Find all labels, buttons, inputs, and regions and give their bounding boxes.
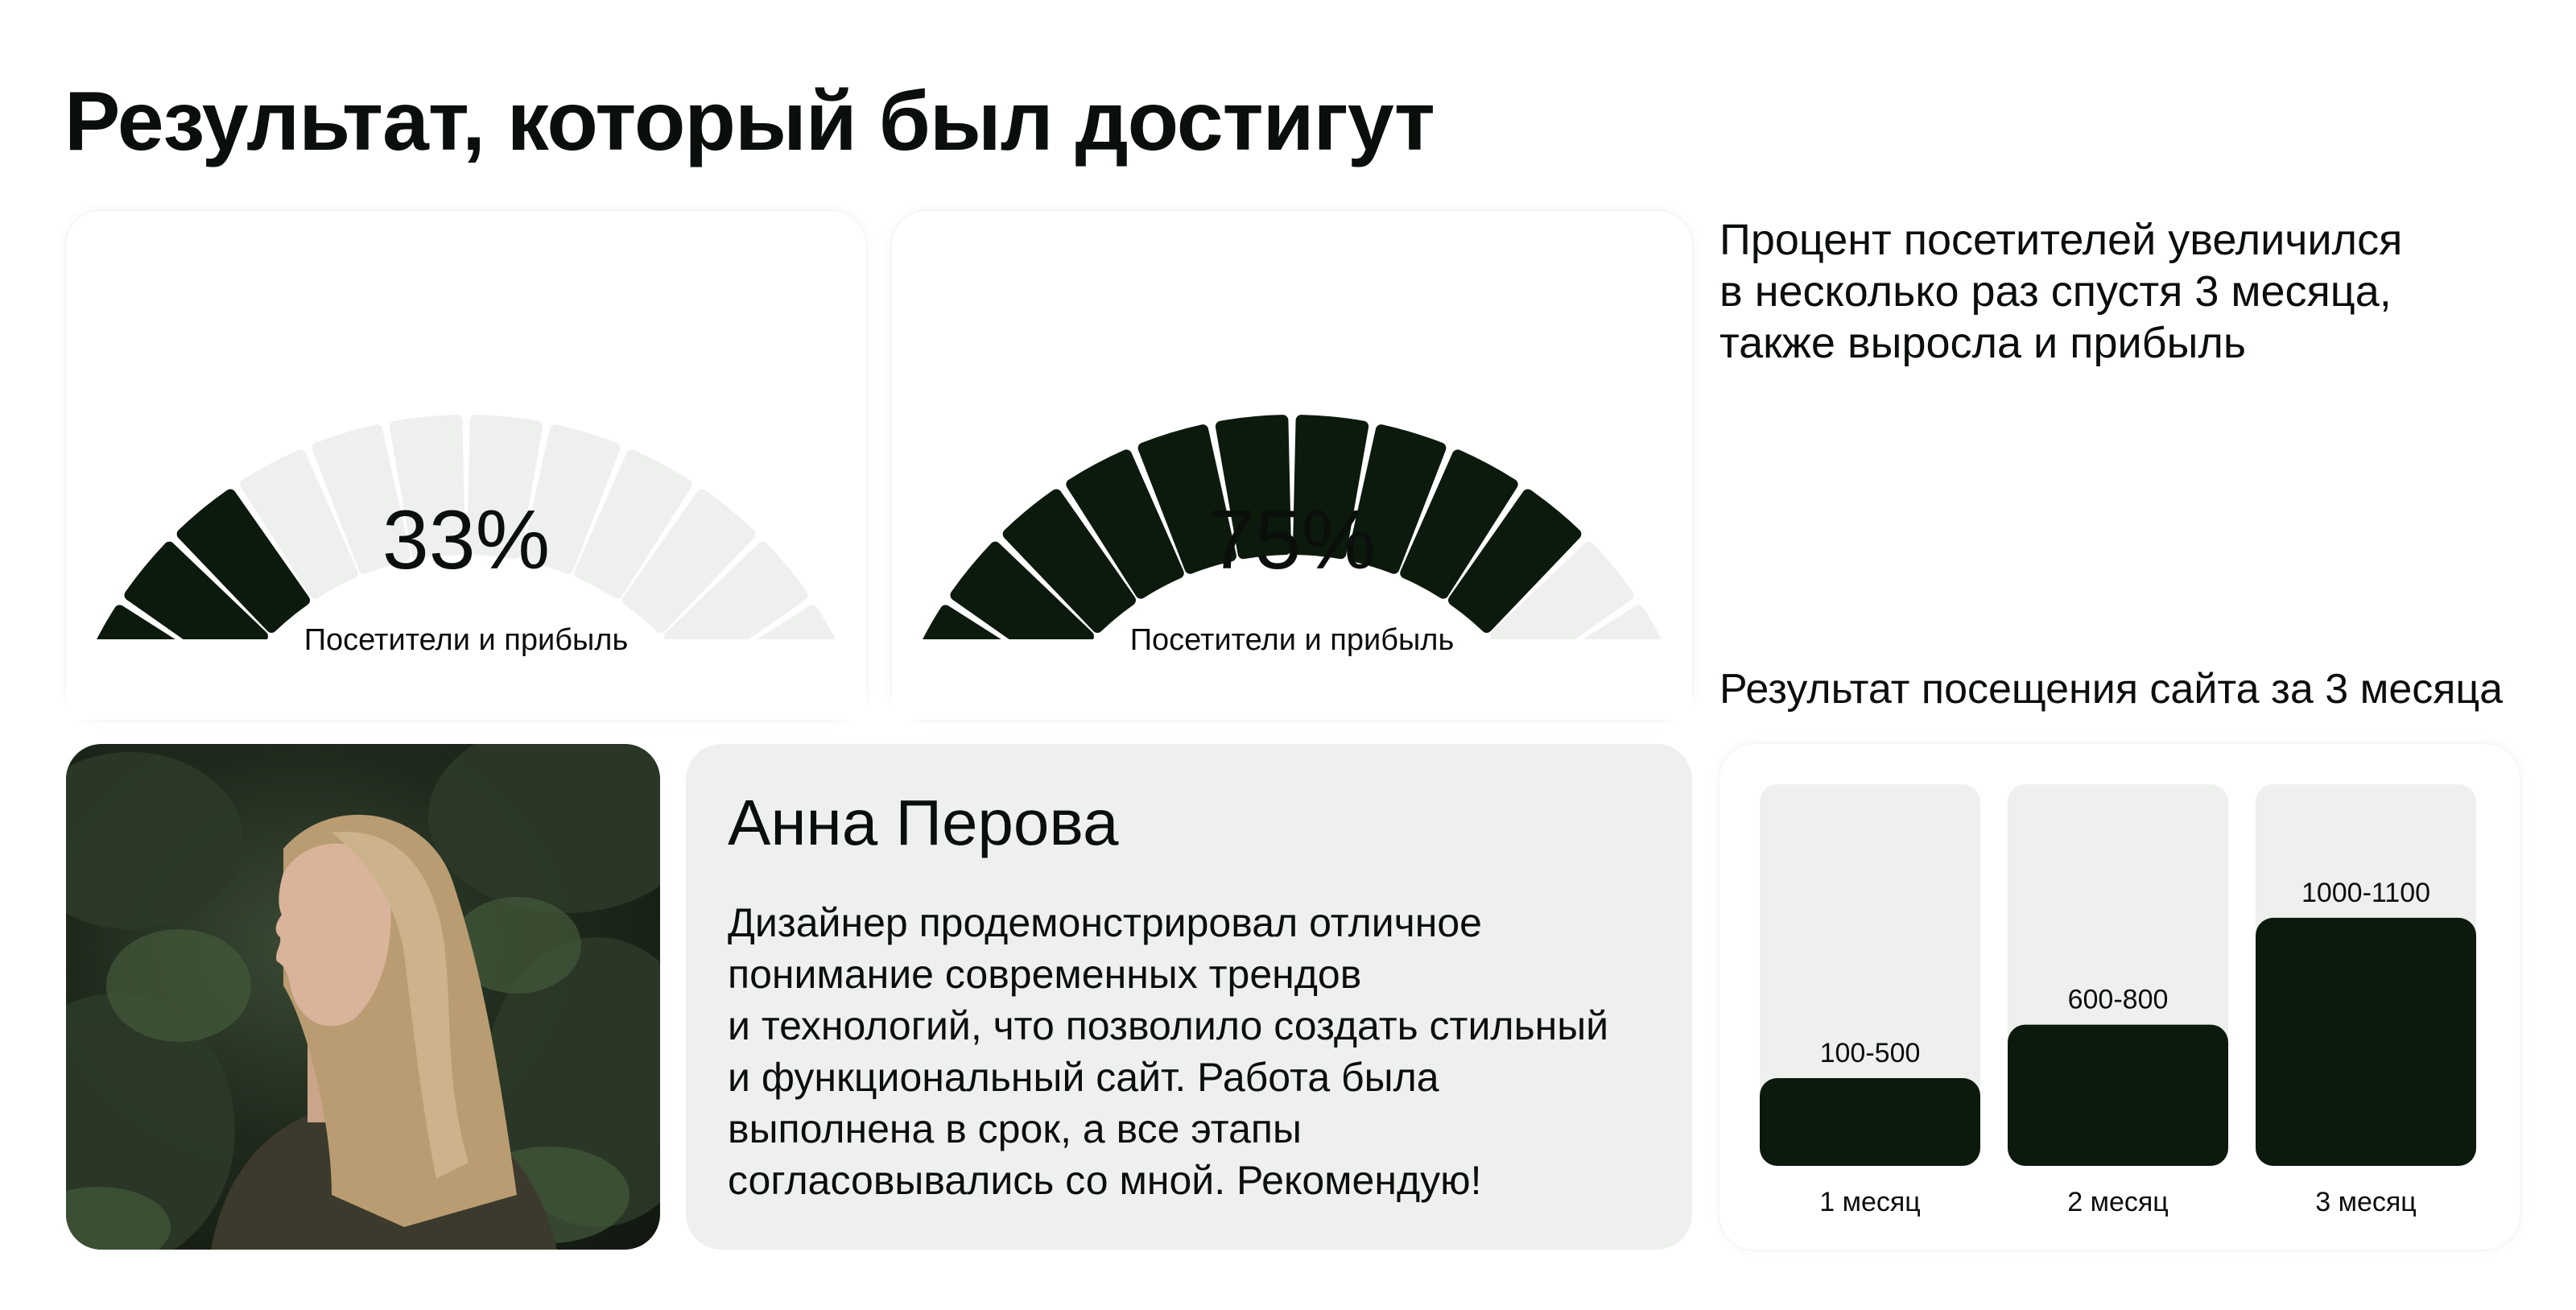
gauge-1-segment-12 [622, 489, 756, 633]
chart-title: Результат посещения сайта за 3 месяца [1719, 666, 2504, 713]
bar-track-1 [1760, 784, 1980, 1166]
gauge-card-2: 75% Посетители и прибыль [892, 211, 1692, 720]
visits-bar-chart-card: 100-500 1 месяц 600-800 2 месяц 1000-1100 3 м… [1719, 744, 2520, 1250]
stats-description: Процент посетителей увеличился в несколь… [1719, 216, 2403, 367]
gauge-1-segment-11 [574, 449, 692, 599]
bar-2-category-label: 2 месяц [2067, 1187, 2169, 1217]
gauge-2-segment-6 [1066, 449, 1184, 599]
visits-bar-chart: 100-500 1 месяц 600-800 2 месяц 1000-1100 3 м… [1760, 784, 2476, 1217]
review-card: Анна Перова Дизайнер продемонстрировал о… [686, 744, 1692, 1250]
reviewer-photo [66, 744, 660, 1250]
gauge-2-segment-7 [1137, 424, 1236, 574]
bar-2 [2008, 1024, 2228, 1166]
gauge-2 [892, 415, 1692, 720]
gauge-card-1: 33% Посетители и прибыль [66, 211, 866, 720]
gauge-1-segment-7 [312, 424, 411, 574]
gauge-2-segment-9 [1292, 415, 1369, 560]
gauge-1-segment-6 [240, 449, 358, 599]
gauge-2-label: Посетители и прибыль [1129, 623, 1455, 657]
gauge-1-value: 33% [382, 494, 551, 587]
bar-3-value-label: 1000-1100 [2301, 878, 2430, 908]
gauge-2-segment-11 [1400, 449, 1518, 599]
reviewer-portrait-image [66, 744, 660, 1250]
gauge-2-segment-8 [1215, 415, 1292, 560]
gauge-2-baseline-mask [892, 639, 1692, 720]
gauge-1-label: Посетители и прибыль [303, 623, 629, 657]
gauge-2-segment-5 [1002, 489, 1136, 633]
gauge-2-segment-12 [1448, 489, 1582, 633]
reviewer-name: Анна Перова [728, 787, 1119, 858]
bar-2-value-label: 600-800 [2068, 985, 2169, 1015]
gauge-1-segment-9 [466, 415, 543, 560]
gauge-1-segment-10 [522, 424, 621, 574]
review-text: Дизайнер продемонстрировал отличное пони… [728, 900, 1609, 1203]
gauge-1 [66, 415, 866, 720]
bar-3 [2256, 917, 2476, 1166]
bar-1-category-label: 1 месяц [1819, 1187, 1921, 1217]
bar-1-value-label: 100-500 [1820, 1038, 1921, 1068]
gauge-2-segment-10 [1348, 424, 1447, 574]
page-title: Результат, который был достигут [64, 75, 1435, 168]
bar-3-category-label: 3 месяц [2315, 1187, 2417, 1217]
gauge-1-baseline-mask [66, 639, 866, 720]
gauge-1-segment-8 [389, 415, 466, 560]
gauge-2-value: 75% [1208, 494, 1377, 587]
gauge-1-segment-5 [176, 489, 310, 633]
bar-1 [1760, 1077, 1980, 1166]
